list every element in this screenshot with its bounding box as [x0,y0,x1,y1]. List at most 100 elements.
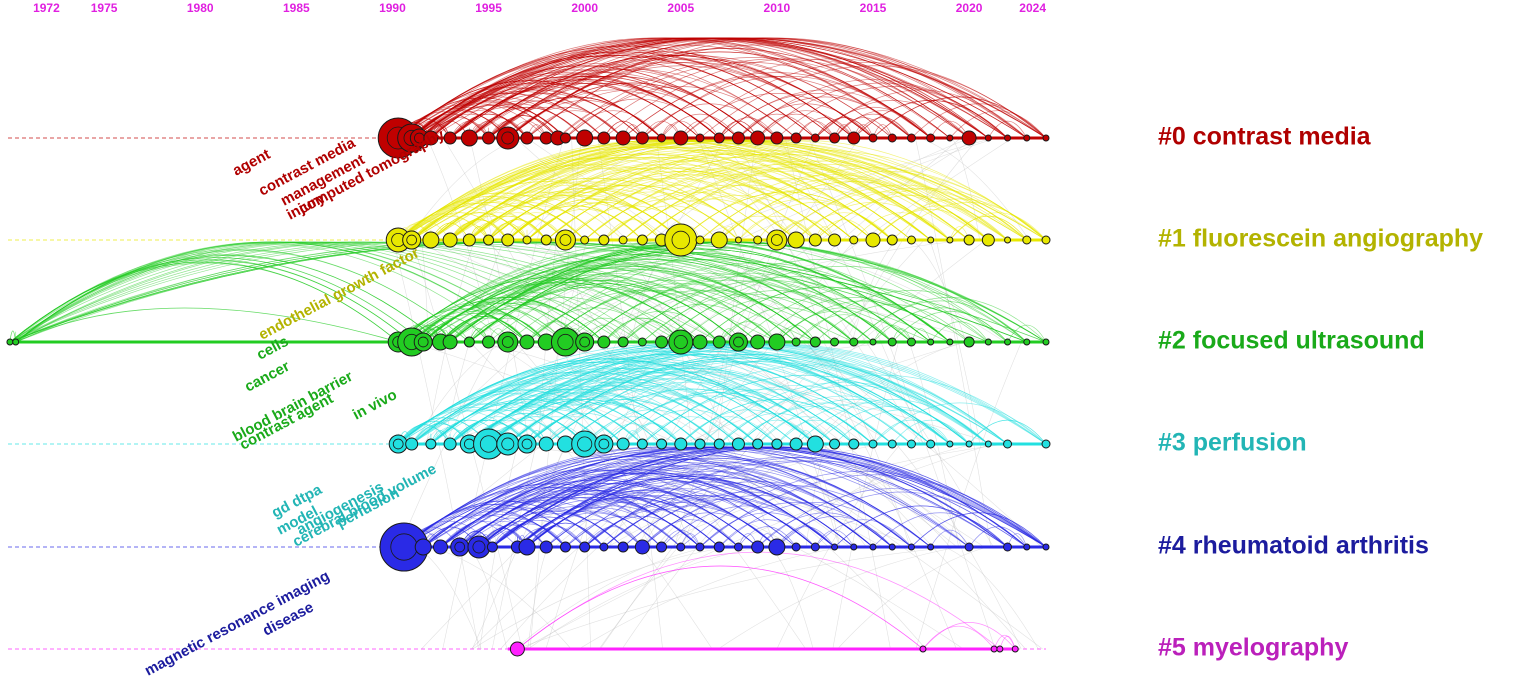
citation-node[interactable] [559,541,571,553]
citation-node[interactable] [868,439,878,449]
citation-node[interactable] [433,539,448,555]
citation-node[interactable] [963,234,975,246]
citation-node[interactable] [6,338,14,346]
citation-node[interactable] [990,645,998,653]
citation-node[interactable] [984,338,992,346]
citation-node[interactable] [964,542,974,552]
citation-node[interactable] [1004,236,1012,244]
citation-node[interactable] [1004,338,1012,346]
citation-node[interactable] [712,335,726,349]
citation-node[interactable] [483,234,495,246]
citation-node[interactable] [539,540,553,554]
citation-node[interactable] [422,231,440,249]
citation-node[interactable] [554,229,576,251]
citation-node[interactable] [413,332,433,352]
citation-node[interactable] [753,235,763,245]
citation-node[interactable] [829,132,841,144]
citation-node[interactable] [887,337,897,347]
citation-node[interactable] [927,236,935,244]
citation-node[interactable] [984,134,992,142]
citation-node[interactable] [618,235,628,245]
citation-node[interactable] [828,233,842,247]
citation-node[interactable] [752,438,764,450]
citation-node[interactable] [906,337,916,347]
citation-node[interactable] [462,233,476,247]
citation-node[interactable] [442,334,458,350]
citation-node[interactable] [556,435,574,453]
citation-node[interactable] [887,133,897,143]
citation-node[interactable] [467,535,491,559]
citation-node[interactable] [598,234,610,246]
citation-node[interactable] [497,331,519,353]
citation-node[interactable] [637,337,647,347]
citation-node[interactable] [771,438,783,450]
citation-node[interactable] [450,537,470,557]
citation-node[interactable] [906,439,916,449]
citation-node[interactable] [517,434,537,454]
citation-node[interactable] [869,543,877,551]
citation-node[interactable] [540,234,552,246]
citation-node[interactable] [713,132,725,144]
citation-node[interactable] [1022,235,1032,245]
citation-node[interactable] [733,542,743,552]
citation-node[interactable] [656,438,668,450]
citation-node[interactable] [414,538,432,556]
citation-node[interactable] [750,334,766,350]
citation-node[interactable] [538,436,554,452]
citation-node[interactable] [1042,543,1050,551]
citation-node[interactable] [635,131,649,145]
citation-node[interactable] [734,236,742,244]
citation-node[interactable] [926,133,936,143]
citation-node[interactable] [919,645,927,653]
citation-node[interactable] [906,133,916,143]
citation-node[interactable] [463,336,475,348]
citation-node[interactable] [425,438,437,450]
citation-node[interactable] [728,332,748,352]
citation-node[interactable] [790,132,802,144]
citation-node[interactable] [888,543,896,551]
citation-node[interactable] [597,335,611,349]
citation-node[interactable] [402,230,422,250]
citation-node[interactable] [751,540,765,554]
citation-node[interactable] [509,641,525,657]
citation-node[interactable] [520,131,534,145]
citation-node[interactable] [887,439,897,449]
citation-node[interactable] [787,231,805,249]
citation-node[interactable] [961,130,977,146]
citation-node[interactable] [731,131,745,145]
citation-node[interactable] [869,338,877,346]
citation-node[interactable] [865,232,881,248]
citation-node[interactable] [906,235,916,245]
citation-node[interactable] [636,438,648,450]
citation-node[interactable] [673,130,689,146]
citation-node[interactable] [847,131,861,145]
citation-node[interactable] [965,440,973,448]
citation-node[interactable] [868,133,878,143]
citation-node[interactable] [405,437,419,451]
citation-node[interactable] [927,338,935,346]
citation-node[interactable] [770,131,784,145]
citation-node[interactable] [946,134,954,142]
citation-node[interactable] [927,543,935,551]
citation-node[interactable] [768,538,786,556]
citation-node[interactable] [442,232,458,248]
citation-node[interactable] [668,329,694,355]
citation-node[interactable] [597,131,611,145]
citation-node[interactable] [907,543,915,551]
citation-node[interactable] [460,129,478,147]
citation-node[interactable] [731,437,745,451]
citation-node[interactable] [676,542,686,552]
citation-node[interactable] [750,130,766,146]
citation-node[interactable] [519,334,535,350]
citation-node[interactable] [482,335,496,349]
citation-node[interactable] [571,430,599,458]
citation-node[interactable] [496,126,520,150]
citation-node[interactable] [809,336,821,348]
citation-node[interactable] [1003,542,1013,552]
citation-node[interactable] [984,440,992,448]
citation-node[interactable] [789,437,803,451]
citation-node[interactable] [594,434,614,454]
citation-node[interactable] [1041,439,1051,449]
citation-node[interactable] [617,541,629,553]
citation-node[interactable] [1003,439,1013,449]
